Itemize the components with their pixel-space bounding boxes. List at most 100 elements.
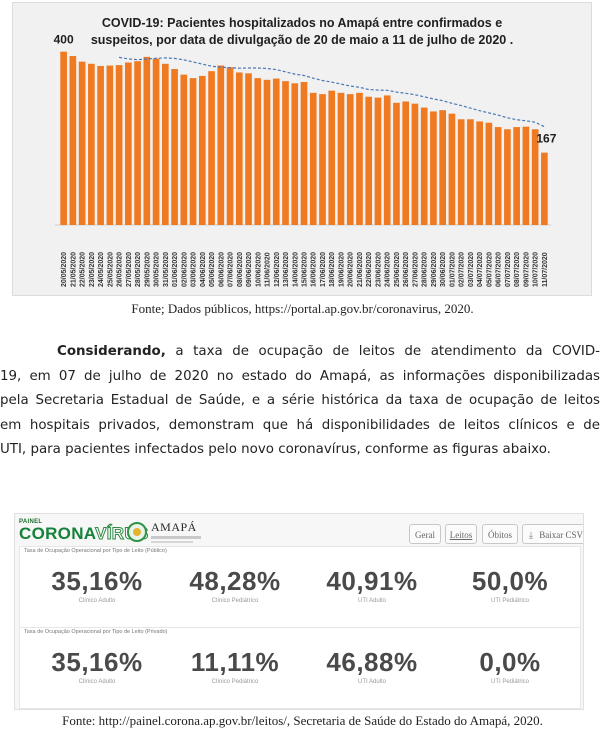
- tick-label-25/06/2020: 25/06/2020: [394, 252, 401, 287]
- tick-label-13/06/2020: 13/06/2020: [283, 252, 290, 287]
- bar-18/06/2020: [328, 90, 336, 226]
- hospitalization-chart: 400 167 20/05/2020 21/05/2020 22/05/2020 23/0…: [12, 2, 592, 296]
- metric-value: 48,28%: [189, 566, 281, 596]
- figure1-caption: Fonte; Dados públicos, https://portal.ap…: [131, 301, 474, 316]
- bar-28/05/2020: [134, 61, 141, 226]
- private-occupancy-panel: Taxa de Ocupação Operacional por Tipo de…: [19, 627, 581, 709]
- tick-label-05/07/2020: 05/07/2020: [486, 252, 493, 287]
- tab-obitos-button[interactable]: Óbitos: [482, 524, 518, 544]
- metric-label: UTI Pediátrico: [490, 598, 529, 604]
- bar-14/06/2020: [291, 83, 299, 225]
- bar-12/06/2020: [272, 78, 280, 226]
- tab-leitos-button[interactable]: Leitos: [445, 524, 477, 544]
- tick-label-01/07/2020: 01/07/2020: [449, 252, 456, 287]
- bar-19/06/2020: [337, 92, 345, 225]
- metric-label: UTI Adulto: [357, 598, 386, 604]
- bar-07/07/2020: [504, 129, 511, 225]
- bar-09/07/2020: [522, 126, 530, 225]
- tick-label-21/06/2020: 21/06/2020: [357, 252, 364, 287]
- metric-label: UTI Pediátrico: [490, 679, 529, 685]
- bar-13/06/2020: [282, 81, 289, 225]
- bar-10/06/2020: [254, 78, 262, 225]
- tick-label-29/06/2020: 29/06/2020: [431, 252, 438, 287]
- metric-public-clinico-adulto: 35,16% Clínico Adulto: [32, 567, 162, 605]
- tick-label-11/07/2020: 11/07/2020: [542, 252, 549, 287]
- brand-small-text: PAINEL: [19, 519, 43, 525]
- bar-06/06/2020: [217, 65, 225, 226]
- bar-11/06/2020: [263, 79, 271, 225]
- bar-24/05/2020: [97, 65, 104, 225]
- bar-15/06/2020: [300, 82, 308, 225]
- tick-label-08/07/2020: 08/07/2020: [514, 252, 521, 287]
- tick-label-20/05/2020: 20/05/2020: [61, 252, 68, 287]
- tick-label-10/07/2020: 10/07/2020: [533, 252, 540, 287]
- tick-label-24/05/2020: 24/05/2020: [98, 252, 105, 287]
- occupancy-dashboard-screenshot: PAINEL CORONAVÍRUS AMAPÁ Geral Leitos Ób…: [14, 513, 584, 710]
- chart-title-line-2: suspeitos, por data de divulgação de 20 …: [90, 33, 514, 47]
- bar-05/06/2020: [208, 71, 215, 226]
- bar-02/06/2020: [180, 74, 188, 225]
- metric-value: 0,0%: [479, 647, 541, 677]
- metric-label: Clínico Pediátrico: [211, 679, 259, 685]
- metric-value: 40,91%: [326, 566, 418, 596]
- tick-label-06/06/2020: 06/06/2020: [218, 252, 225, 287]
- tick-label-09/06/2020: 09/06/2020: [246, 252, 253, 287]
- tick-label-30/05/2020: 30/05/2020: [154, 252, 161, 287]
- paragraph-line-1: Considerando, a taxa de ocupação de leit…: [0, 340, 600, 365]
- bar-08/07/2020: [513, 127, 520, 225]
- tick-label-28/06/2020: 28/06/2020: [422, 252, 429, 287]
- bar-27/06/2020: [411, 103, 419, 225]
- bar-21/06/2020: [356, 92, 363, 225]
- figure2-caption: Fonte: http://painel.corona.ap.gov.br/le…: [62, 713, 543, 728]
- download-csv-label: Baixar CSV: [539, 530, 583, 540]
- tick-label-02/07/2020: 02/07/2020: [459, 252, 466, 287]
- metric-value: 50,0%: [471, 566, 549, 596]
- metric-value: 46,88%: [326, 647, 418, 677]
- bar-22/06/2020: [365, 96, 373, 225]
- tick-label-09/07/2020: 09/07/2020: [523, 252, 530, 287]
- bar-26/06/2020: [402, 101, 410, 225]
- bar-25/05/2020: [106, 65, 114, 226]
- bar-24/06/2020: [383, 95, 391, 225]
- data-label-167: 167: [536, 132, 556, 146]
- bar-20/06/2020: [346, 94, 354, 225]
- metric-value: 11,11%: [190, 647, 280, 677]
- metric-private-clinico-pediatrico: 11,11% Clínico Pediátrico: [170, 648, 300, 686]
- bar-16/06/2020: [309, 92, 317, 225]
- paragraph-line-2: 19, em 07 de julho de 2020 no estado do …: [0, 368, 600, 384]
- tick-label-28/05/2020: 28/05/2020: [135, 252, 142, 287]
- metric-public-uti-pediatrico: 50,0% UTI Pediátrico: [445, 567, 575, 605]
- metric-label: Clínico Pediátrico: [211, 598, 259, 604]
- tab-geral-button[interactable]: Geral: [409, 524, 441, 544]
- gov-subtitle-bar: [151, 536, 201, 539]
- paragraph-line-5: UTI, para pacientes infectados pelo novo…: [0, 442, 551, 458]
- bar-28/06/2020: [420, 107, 428, 225]
- bar-03/06/2020: [189, 78, 197, 225]
- public-occupancy-panel: Taxa de Ocupação Operacional por Tipo de…: [19, 546, 581, 628]
- bar-03/07/2020: [467, 119, 474, 225]
- chart-title: COVID-19: Pacientes hospitalizados no Am…: [13, 15, 591, 49]
- metric-private-clinico-adulto: 35,16% Clínico Adulto: [32, 648, 162, 686]
- bar-20/05/2020: [60, 51, 67, 225]
- bar-01/06/2020: [171, 69, 178, 225]
- bar-08/06/2020: [235, 72, 243, 225]
- paragraph-line-4: em hospitais privados, demonstram que há…: [0, 417, 600, 433]
- tick-label-10/06/2020: 10/06/2020: [255, 252, 262, 287]
- amapa-seal-icon: [127, 522, 147, 542]
- tick-label-27/06/2020: 27/06/2020: [412, 252, 419, 287]
- metric-value: 35,16%: [51, 647, 143, 677]
- download-csv-button[interactable]: ⤓ Baixar CSV: [522, 524, 583, 544]
- tick-label-25/05/2020: 25/05/2020: [107, 252, 114, 287]
- bar-29/06/2020: [430, 111, 437, 225]
- tick-label-22/06/2020: 22/06/2020: [366, 252, 373, 287]
- private-panel-title: Taxa de Ocupação Operacional por Tipo de…: [24, 629, 168, 635]
- tick-label-01/06/2020: 01/06/2020: [172, 252, 179, 287]
- metric-label: Clínico Adulto: [78, 679, 116, 685]
- tick-label-29/05/2020: 29/05/2020: [144, 252, 151, 287]
- metric-private-uti-pediatrico: 0,0% UTI Pediátrico: [445, 648, 575, 686]
- tick-label-23/05/2020: 23/05/2020: [89, 252, 96, 287]
- bar-06/07/2020: [494, 127, 502, 225]
- bar-27/05/2020: [125, 62, 132, 225]
- tick-label-26/06/2020: 26/06/2020: [403, 252, 410, 287]
